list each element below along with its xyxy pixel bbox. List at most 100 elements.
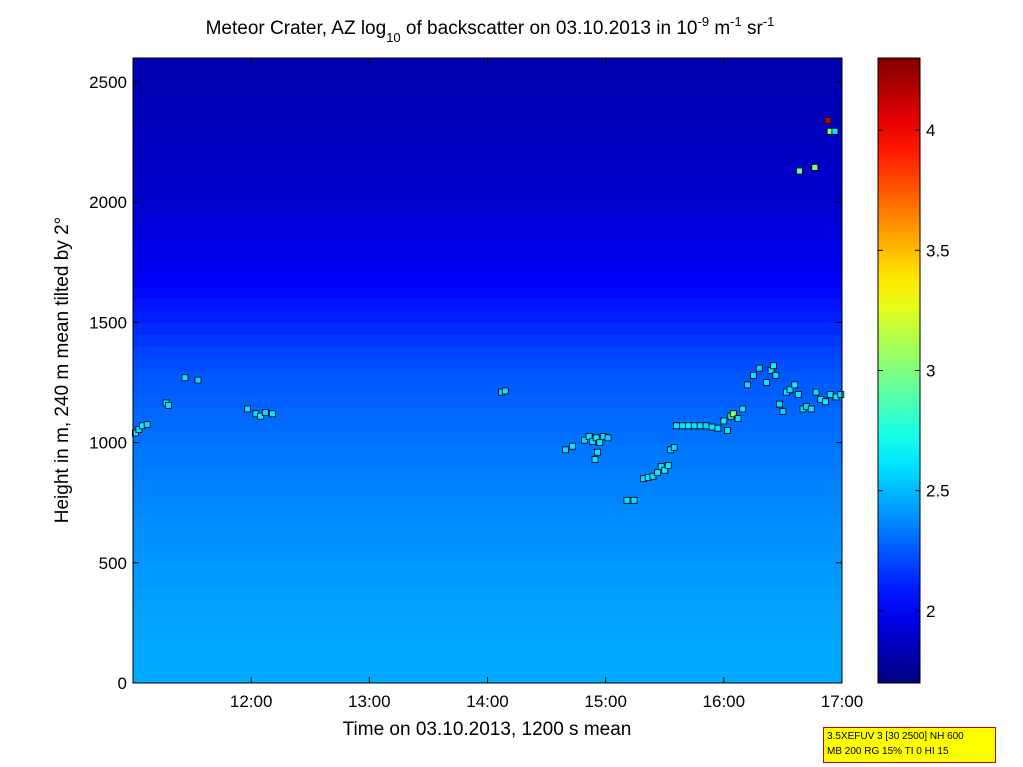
data-marker bbox=[714, 424, 722, 432]
x-tick-label: 14:00 bbox=[466, 692, 509, 711]
heatmap-band bbox=[133, 118, 842, 131]
x-tick-label: 13:00 bbox=[348, 692, 391, 711]
colorbar-tick-label: 3 bbox=[926, 362, 935, 381]
heatmap-band bbox=[133, 658, 842, 672]
cloud-base-markers bbox=[131, 117, 845, 504]
heatmap-band bbox=[133, 334, 842, 348]
heatmap-band bbox=[133, 262, 842, 275]
y-tick-label: 2000 bbox=[89, 193, 127, 212]
data-marker bbox=[811, 163, 819, 171]
data-marker bbox=[596, 439, 604, 447]
data-marker bbox=[794, 391, 802, 398]
chart-title: Meteor Crater, AZ log10 of backscatter o… bbox=[206, 14, 775, 45]
data-marker bbox=[654, 469, 662, 477]
data-marker bbox=[591, 456, 599, 463]
colorbar-tick-label: 2.5 bbox=[926, 482, 950, 501]
heatmap-band bbox=[133, 346, 842, 360]
info-line-1: 3.5XEFUV 3 [30 2500] NH 600 bbox=[827, 731, 964, 742]
data-marker bbox=[135, 425, 143, 433]
heatmap-band bbox=[133, 586, 842, 600]
colorbar bbox=[877, 57, 921, 684]
heatmap-band bbox=[133, 466, 842, 480]
heatmap-band bbox=[133, 514, 842, 528]
heatmap-band bbox=[133, 178, 842, 191]
processing-info-box: 3.5XEFUV 3 [30 2500] NH 600 MB 200 RG 15… bbox=[823, 727, 996, 763]
heatmap-band bbox=[133, 430, 842, 444]
heatmap-band bbox=[133, 406, 842, 420]
data-marker bbox=[702, 422, 710, 430]
data-marker bbox=[569, 442, 576, 450]
y-tick-label: 500 bbox=[99, 554, 127, 573]
data-marker bbox=[822, 398, 829, 406]
data-marker bbox=[807, 405, 815, 413]
data-marker bbox=[604, 434, 612, 442]
data-marker bbox=[244, 405, 252, 413]
data-marker bbox=[670, 444, 678, 451]
data-marker bbox=[723, 427, 731, 434]
heatmap-band bbox=[133, 166, 842, 179]
data-marker bbox=[585, 433, 593, 441]
data-marker bbox=[194, 376, 202, 384]
heatmap-band bbox=[133, 154, 842, 167]
data-marker bbox=[720, 417, 728, 425]
data-marker bbox=[131, 429, 139, 437]
heatmap-band bbox=[133, 382, 842, 396]
heatmap-band bbox=[133, 646, 842, 660]
data-marker bbox=[592, 434, 600, 442]
data-marker bbox=[796, 167, 803, 175]
data-marker bbox=[708, 423, 716, 431]
data-marker bbox=[696, 422, 704, 430]
data-marker bbox=[657, 463, 665, 471]
x-tick-label: 16:00 bbox=[703, 692, 746, 711]
data-marker bbox=[501, 387, 509, 395]
heatmap-band bbox=[133, 310, 842, 324]
data-marker bbox=[812, 388, 820, 396]
data-marker bbox=[775, 400, 783, 408]
heatmap-band bbox=[133, 202, 842, 215]
heatmap-band bbox=[133, 82, 842, 95]
colorbar-tick-label: 4 bbox=[926, 121, 935, 140]
heatmap-band bbox=[133, 298, 842, 312]
heatmap-band bbox=[133, 370, 842, 384]
data-marker bbox=[562, 446, 569, 454]
heatmap-band bbox=[133, 238, 842, 251]
data-marker bbox=[831, 127, 839, 135]
data-marker bbox=[630, 496, 638, 504]
colorbar-tick-label: 2 bbox=[926, 602, 935, 621]
heatmap-band bbox=[133, 610, 842, 624]
y-tick-label: 1000 bbox=[89, 434, 127, 453]
data-marker bbox=[269, 410, 276, 418]
heatmap-band bbox=[133, 226, 842, 239]
heatmap-band bbox=[133, 634, 842, 648]
data-marker bbox=[679, 422, 686, 430]
heatmap-band bbox=[133, 490, 842, 504]
colorbar-tick-label: 3.5 bbox=[926, 241, 950, 260]
heatmap-band bbox=[133, 394, 842, 408]
x-tick-label: 12:00 bbox=[230, 692, 273, 711]
y-tick-label: 2500 bbox=[89, 73, 127, 92]
x-tick-label: 17:00 bbox=[821, 692, 864, 711]
heatmap-band bbox=[133, 418, 842, 432]
data-marker bbox=[837, 391, 845, 398]
data-marker bbox=[593, 448, 601, 456]
data-marker bbox=[661, 466, 669, 474]
data-marker bbox=[772, 371, 780, 379]
heatmap-band bbox=[133, 58, 842, 71]
data-marker bbox=[791, 381, 799, 389]
data-marker bbox=[181, 374, 189, 382]
heatmap-band bbox=[133, 70, 842, 83]
data-marker bbox=[143, 421, 151, 428]
data-marker bbox=[257, 412, 265, 420]
data-marker bbox=[664, 462, 672, 469]
y-axis: 0 500 1000 1500 2000 2500 bbox=[89, 73, 842, 693]
data-marker bbox=[729, 410, 737, 418]
data-marker bbox=[744, 381, 751, 389]
info-line-2: MB 200 RG 15% TI 0 HI 15 bbox=[827, 746, 949, 757]
heatmap-band bbox=[133, 598, 842, 612]
heatmap-band bbox=[133, 214, 842, 227]
heatmap-band bbox=[133, 190, 842, 203]
heatmap-band bbox=[133, 94, 842, 107]
heatmap-band bbox=[133, 670, 842, 683]
data-marker bbox=[755, 364, 763, 372]
